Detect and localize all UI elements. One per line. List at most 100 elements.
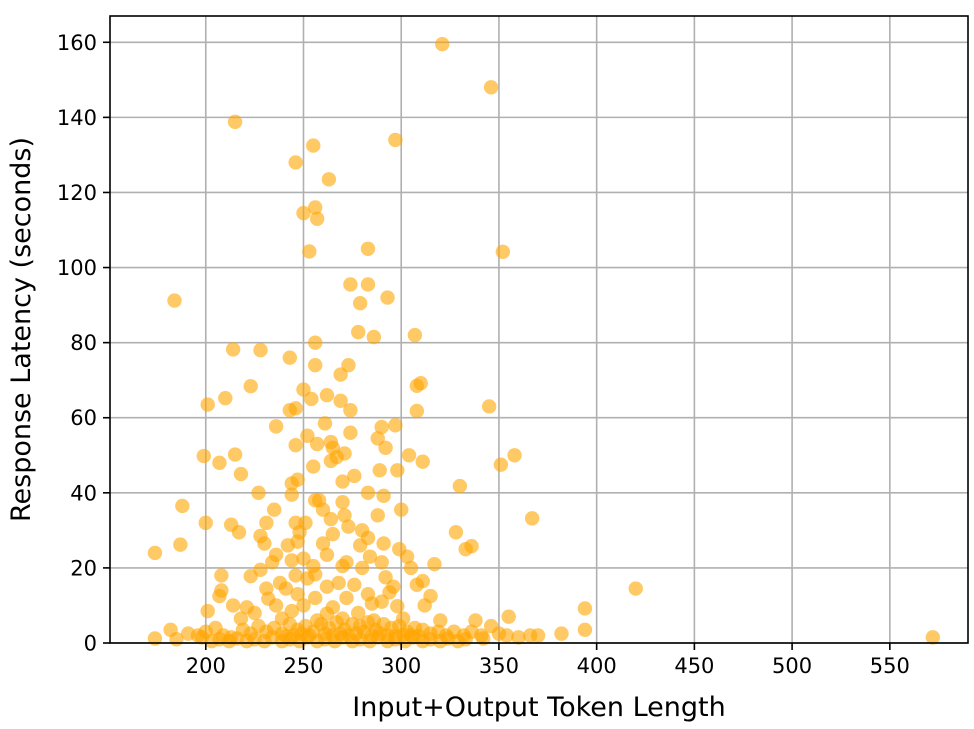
data-point xyxy=(288,568,303,583)
data-point xyxy=(390,599,405,614)
data-point xyxy=(218,391,233,406)
data-point xyxy=(333,393,348,409)
data-point xyxy=(577,622,593,638)
data-point xyxy=(628,581,643,596)
data-point xyxy=(282,350,298,365)
data-point xyxy=(251,485,266,501)
data-point xyxy=(452,478,468,494)
data-point xyxy=(372,463,387,478)
data-point xyxy=(417,598,432,613)
data-point xyxy=(524,511,540,526)
y-tick-label: 100 xyxy=(57,256,97,280)
x-tick-label: 550 xyxy=(870,654,910,678)
data-point xyxy=(351,324,366,340)
x-tick-label: 500 xyxy=(772,654,812,678)
data-point xyxy=(323,511,339,527)
data-point xyxy=(925,630,941,645)
data-point xyxy=(335,495,350,510)
data-point xyxy=(374,419,389,435)
data-point xyxy=(351,605,366,621)
data-point xyxy=(554,626,569,641)
axis-ticks: 200 250 300 350 400 450 500 550 0 20 40 60 80 100 120 1… xyxy=(57,31,910,678)
data-point xyxy=(284,487,299,502)
data-point xyxy=(337,508,352,523)
data-point xyxy=(288,437,303,453)
data-point xyxy=(427,556,442,572)
data-point xyxy=(399,549,415,564)
plot-frame xyxy=(109,15,969,644)
data-point xyxy=(433,613,448,628)
data-point xyxy=(253,342,268,358)
data-point xyxy=(321,172,337,187)
data-point xyxy=(390,463,405,478)
data-point xyxy=(198,515,213,531)
data-point xyxy=(433,633,448,649)
data-points xyxy=(147,36,941,649)
data-point xyxy=(343,403,358,418)
data-point xyxy=(388,418,403,433)
data-point xyxy=(204,633,219,649)
data-point xyxy=(360,277,376,292)
data-point xyxy=(403,560,419,576)
data-point xyxy=(278,629,294,644)
data-point xyxy=(290,586,305,602)
data-point xyxy=(294,626,309,641)
data-point xyxy=(319,388,335,403)
data-point xyxy=(304,391,319,407)
data-point xyxy=(268,419,284,434)
data-point xyxy=(343,277,358,292)
data-point xyxy=(343,425,358,440)
data-point xyxy=(370,508,385,523)
y-tick-label: 60 xyxy=(70,406,97,430)
data-point xyxy=(411,629,427,644)
data-point xyxy=(409,403,425,419)
x-tick-label: 250 xyxy=(283,654,323,678)
data-point xyxy=(200,397,215,412)
data-point xyxy=(366,329,382,345)
data-point xyxy=(376,536,391,551)
data-point xyxy=(448,525,464,540)
data-point xyxy=(284,553,299,568)
y-tick-label: 0 xyxy=(84,632,97,656)
data-point xyxy=(288,155,303,170)
data-point xyxy=(458,541,473,557)
data-point xyxy=(511,630,526,645)
data-point xyxy=(257,536,272,551)
data-point xyxy=(374,555,389,570)
data-point xyxy=(495,244,511,259)
data-point xyxy=(222,633,237,649)
data-point xyxy=(337,446,352,461)
data-point xyxy=(380,290,395,305)
data-point xyxy=(200,603,215,619)
data-point xyxy=(401,448,417,463)
data-point xyxy=(501,609,516,624)
data-point xyxy=(173,537,188,552)
data-point xyxy=(284,603,299,619)
data-point xyxy=(243,378,258,394)
data-point xyxy=(306,138,321,153)
data-point xyxy=(483,80,499,95)
data-point xyxy=(227,114,243,130)
data-point xyxy=(147,631,163,646)
x-axis-label: Input+Output Token Length xyxy=(352,692,725,723)
y-tick-label: 20 xyxy=(70,556,97,580)
data-point xyxy=(493,457,509,472)
data-point xyxy=(577,601,593,616)
data-point xyxy=(481,399,497,414)
data-point xyxy=(300,428,315,443)
grid-lines xyxy=(110,16,968,644)
data-point xyxy=(308,357,323,373)
data-point xyxy=(231,525,247,540)
data-point xyxy=(388,132,403,148)
data-point xyxy=(499,628,514,643)
data-point xyxy=(376,488,391,504)
data-point xyxy=(147,545,163,561)
data-point xyxy=(335,558,350,574)
data-point xyxy=(362,549,378,564)
data-point xyxy=(352,296,368,311)
data-point xyxy=(309,436,325,452)
data-point xyxy=(364,596,380,611)
data-point xyxy=(196,448,212,464)
data-point xyxy=(225,598,241,613)
data-point xyxy=(315,536,331,551)
